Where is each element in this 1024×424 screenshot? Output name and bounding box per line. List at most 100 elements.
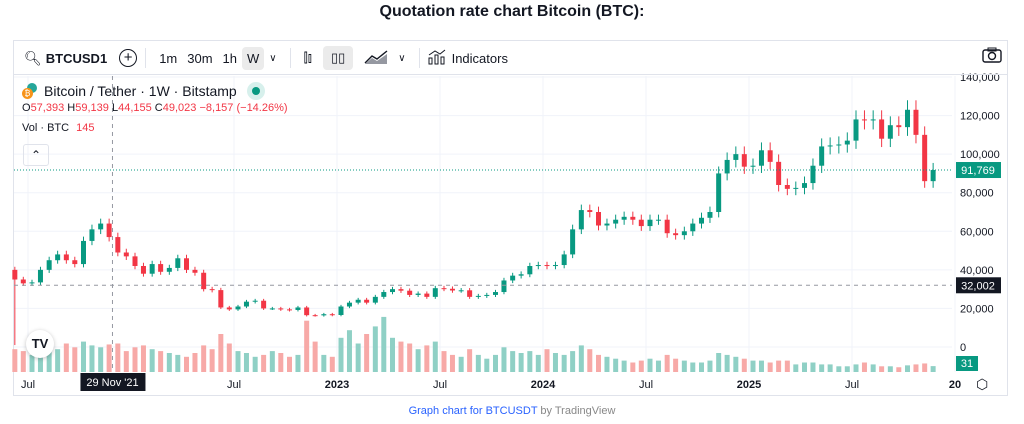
volume-bar (106, 344, 112, 372)
candle-body (20, 279, 26, 284)
low-value: 44,155 (118, 102, 152, 114)
indicators-button[interactable]: Indicators (451, 50, 508, 66)
volume-bar (218, 334, 224, 372)
symbol-search[interactable]: BTCUSD1 (45, 50, 108, 66)
interval-1m[interactable]: 1m (159, 50, 178, 66)
volume-bar (261, 354, 267, 372)
volume-bar (896, 367, 902, 372)
candle-body (55, 254, 61, 261)
toolbar-divider (14, 74, 1007, 75)
indicators-icon[interactable] (428, 49, 446, 68)
y-tick-label: 80,000 (960, 188, 994, 200)
candle-body (870, 119, 876, 121)
volume-bar (510, 351, 516, 372)
volume-bar (346, 330, 352, 372)
candle-body (733, 154, 739, 160)
volume-bar (836, 366, 842, 372)
candle-body (887, 125, 893, 139)
candle-body (407, 290, 413, 295)
candle-body (587, 210, 593, 212)
symbol-name: Bitcoin / Tether · 1W · Bitstamp (44, 83, 237, 99)
symbol-legend: ₿ Bitcoin / Tether · 1W · Bitstamp (22, 82, 265, 100)
divider (145, 48, 147, 68)
candle-body (836, 144, 842, 146)
volume-bar (724, 354, 730, 372)
search-icon[interactable]: 🔍︎ (24, 49, 42, 66)
volume-bar (578, 345, 584, 372)
area-chart-icon[interactable] (359, 46, 393, 71)
market-open-status-icon (246, 82, 265, 100)
chart-type-chevron-icon[interactable]: ∨ (398, 52, 406, 64)
tradingview-logo-icon[interactable]: TV (26, 330, 54, 358)
volume-bar (501, 347, 507, 372)
divider (418, 48, 420, 68)
y-tick-label: 100,000 (960, 149, 1000, 161)
x-tick-label: Jul (845, 379, 859, 391)
x-tick-label: 2024 (531, 379, 556, 391)
volume-bar (46, 351, 52, 372)
candle-body (630, 216, 636, 220)
screenshot-camera-icon[interactable] (982, 47, 1002, 68)
candle-body (46, 260, 52, 270)
volume-bar (750, 360, 756, 372)
volume-bar (484, 358, 490, 372)
candle-body (132, 256, 138, 266)
volume-bar (561, 354, 567, 372)
candle-body (776, 161, 782, 185)
candle-body (149, 264, 155, 274)
volume-bar (699, 362, 704, 372)
volume-bar (55, 349, 61, 372)
candle-body (861, 119, 867, 121)
candle-body (261, 300, 267, 309)
volume-bar (475, 354, 481, 372)
candle-body (741, 154, 747, 167)
volume-bar (140, 345, 146, 372)
volume-bar (733, 356, 739, 372)
volume-bar (827, 364, 833, 372)
candle-body (535, 265, 541, 267)
chart-settings-icon[interactable]: ⬡ (976, 376, 989, 392)
volume-bar (226, 343, 232, 372)
volume-bar (287, 356, 292, 372)
candle-body (767, 150, 773, 162)
volume-bar (415, 349, 421, 372)
candle-body (922, 134, 928, 182)
collapse-legend-button[interactable]: ⌃ (23, 144, 49, 166)
volume-bar (630, 362, 636, 372)
volume-bar (570, 351, 576, 372)
y-tick-label: 20,000 (960, 303, 994, 315)
volume-bar (278, 353, 284, 372)
interval-30m[interactable]: 30m (187, 50, 213, 66)
volume-label: Vol · BTC (22, 122, 70, 134)
volume-bar (467, 349, 473, 372)
volume-bar (458, 356, 464, 372)
volume-bar (810, 362, 816, 372)
last-price-label: 91,769 (961, 165, 995, 177)
candle-body (604, 223, 610, 226)
chart-widget (13, 40, 1008, 396)
toolbar: 🔍︎ BTCUSD1 + 1m 30m 1h W ∨ ⫿⫾ ▯▯ ∨ Indic… (24, 44, 508, 72)
change-value: −8,157 (−14.26%) (199, 102, 288, 114)
tradingview-link[interactable]: Graph chart for BTCUSDT (408, 405, 538, 417)
volume-bar (544, 349, 550, 372)
candle-body (441, 288, 447, 290)
bar-chart-icon[interactable]: ⫿⫾ (303, 50, 312, 65)
interval-1h[interactable]: 1h (222, 50, 238, 66)
candle-body (89, 229, 95, 241)
volume-bar (776, 360, 782, 372)
volume-bar (844, 366, 850, 372)
volume-bar (184, 356, 189, 372)
add-symbol-icon[interactable]: + (119, 49, 138, 67)
candle-body (63, 254, 69, 261)
candle-body (218, 290, 224, 308)
candle-body (398, 289, 404, 291)
volume-bar (329, 356, 335, 372)
candles-chart-icon[interactable]: ▯▯ (322, 46, 354, 70)
candle-body (793, 187, 799, 189)
candle-body (12, 269, 18, 280)
candle-body (655, 219, 661, 221)
interval-dropdown-chevron-icon[interactable]: ∨ (269, 52, 277, 64)
volume-bar (879, 366, 885, 372)
interval-w[interactable]: W (242, 46, 265, 70)
